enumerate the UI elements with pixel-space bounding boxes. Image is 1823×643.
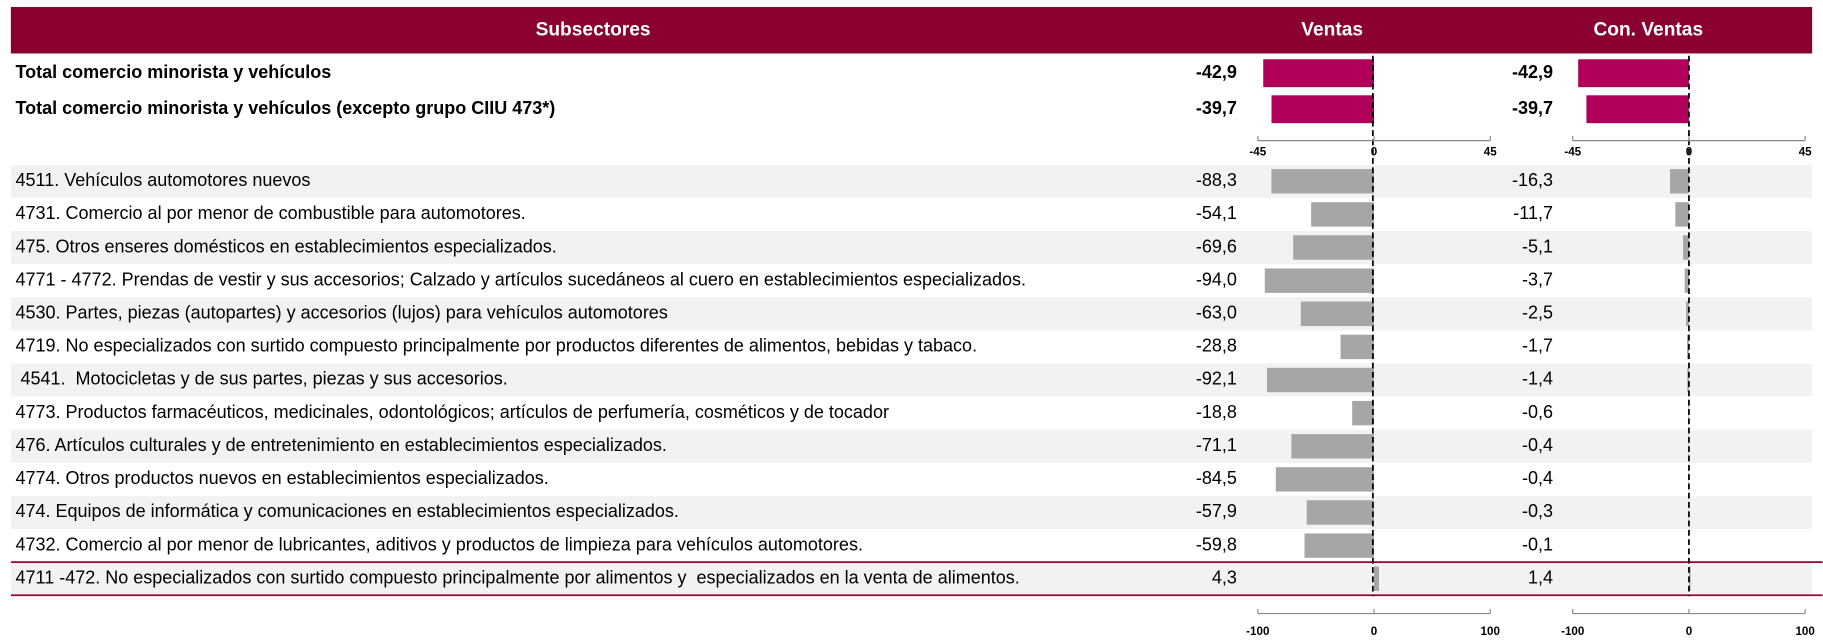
bar xyxy=(1291,434,1374,458)
row-name: 4530. Partes, piezas (autopartes) y acce… xyxy=(16,303,668,323)
header-cell: Subsectores xyxy=(536,19,651,40)
row-value: -39,7 xyxy=(1196,98,1237,118)
row-name: 4774. Otros productos nuevos en establec… xyxy=(16,468,549,488)
header-band xyxy=(11,7,1812,53)
tick-label: 100 xyxy=(1481,625,1500,638)
row-value: -92,1 xyxy=(1196,369,1237,389)
tick-label: 0 xyxy=(1371,145,1377,158)
row-value: -54,1 xyxy=(1196,203,1237,223)
row-name: 4511. Vehículos automotores nuevos xyxy=(16,170,311,190)
tick-label: 0 xyxy=(1686,625,1692,638)
tick-label: 45 xyxy=(1799,145,1812,158)
bar xyxy=(1687,368,1689,392)
row-value: -1,4 xyxy=(1522,369,1553,389)
bar xyxy=(1675,202,1689,226)
row-value: -0,4 xyxy=(1522,468,1553,488)
row-value: -94,0 xyxy=(1196,269,1237,289)
bar xyxy=(1301,302,1374,326)
tick-label: 45 xyxy=(1484,145,1497,158)
bar xyxy=(1305,533,1374,557)
bar xyxy=(1374,567,1379,591)
row-value: -69,6 xyxy=(1196,236,1237,256)
row-value: -39,7 xyxy=(1512,98,1553,118)
row-name: 4773. Productos farmacéuticos, medicinal… xyxy=(16,402,889,422)
row-value: -28,8 xyxy=(1196,336,1237,356)
tick-label: 100 xyxy=(1795,625,1814,638)
bar xyxy=(1311,202,1374,226)
row-value: 1,4 xyxy=(1528,567,1553,587)
row-value: -57,9 xyxy=(1196,501,1237,521)
row-value: -16,3 xyxy=(1512,170,1553,190)
bar xyxy=(1271,169,1374,193)
tick-label: -100 xyxy=(1561,625,1584,638)
row-value: -2,5 xyxy=(1522,303,1553,323)
row-value: -0,4 xyxy=(1522,435,1553,455)
tick-label: -45 xyxy=(1249,145,1266,158)
bar xyxy=(1267,368,1374,392)
row-value: -88,3 xyxy=(1196,170,1237,190)
row-value: -84,5 xyxy=(1196,468,1237,488)
row-value: -59,8 xyxy=(1196,534,1237,554)
row-name: 4731. Comercio al por menor de combustib… xyxy=(16,203,526,223)
row-value: -5,1 xyxy=(1522,236,1553,256)
bar xyxy=(1352,401,1374,425)
row-value: -63,0 xyxy=(1196,303,1237,323)
row-name: 474. Equipos de informática y comunicaci… xyxy=(16,501,679,521)
row-name: 4732. Comercio al por menor de lubricant… xyxy=(16,534,863,554)
header-cell: Con. Ventas xyxy=(1593,19,1703,40)
row-name: Total comercio minorista y vehículos (ex… xyxy=(16,98,556,118)
tick-label: 0 xyxy=(1371,625,1377,638)
bar xyxy=(1341,335,1374,359)
header-cell: Ventas xyxy=(1301,19,1363,40)
row-name: 476. Artículos culturales y de entreteni… xyxy=(16,435,667,455)
row-value: -11,7 xyxy=(1513,203,1553,223)
row-name: 4771 - 4772. Prendas de vestir y sus acc… xyxy=(16,269,1027,289)
row-value: 4,3 xyxy=(1212,567,1237,587)
row-name: 4541. Motocicletas y de sus partes, piez… xyxy=(16,369,508,389)
bar xyxy=(1578,59,1689,87)
row-value: -1,7 xyxy=(1522,336,1553,356)
bar xyxy=(1271,95,1374,123)
tick-label: -100 xyxy=(1246,625,1269,638)
row-value: -0,6 xyxy=(1522,402,1553,422)
bar xyxy=(1276,467,1374,491)
bar xyxy=(1293,235,1374,259)
row-name: 4711 -472. No especializados con surtido… xyxy=(16,567,1020,587)
tick-label: -45 xyxy=(1564,145,1581,158)
row-value: -71,1 xyxy=(1196,435,1237,455)
bar xyxy=(1586,95,1689,123)
tick-label: 0 xyxy=(1686,145,1692,158)
bar xyxy=(1307,500,1374,524)
row-value: -42,9 xyxy=(1196,62,1237,82)
bar xyxy=(1686,302,1689,326)
bar xyxy=(1670,169,1689,193)
row-value: -42,9 xyxy=(1512,62,1553,82)
row-name: 4719. No especializados con surtido comp… xyxy=(16,336,978,356)
row-name: Total comercio minorista y vehículos xyxy=(16,62,332,82)
row-name: 475. Otros enseres domésticos en estable… xyxy=(16,236,557,256)
row-value: -0,3 xyxy=(1522,501,1553,521)
row-value: -3,7 xyxy=(1522,269,1553,289)
bar xyxy=(1263,59,1374,87)
row-value: -0,1 xyxy=(1522,534,1553,554)
bar xyxy=(1683,235,1689,259)
row-value: -18,8 xyxy=(1196,402,1237,422)
bar xyxy=(1265,268,1374,292)
